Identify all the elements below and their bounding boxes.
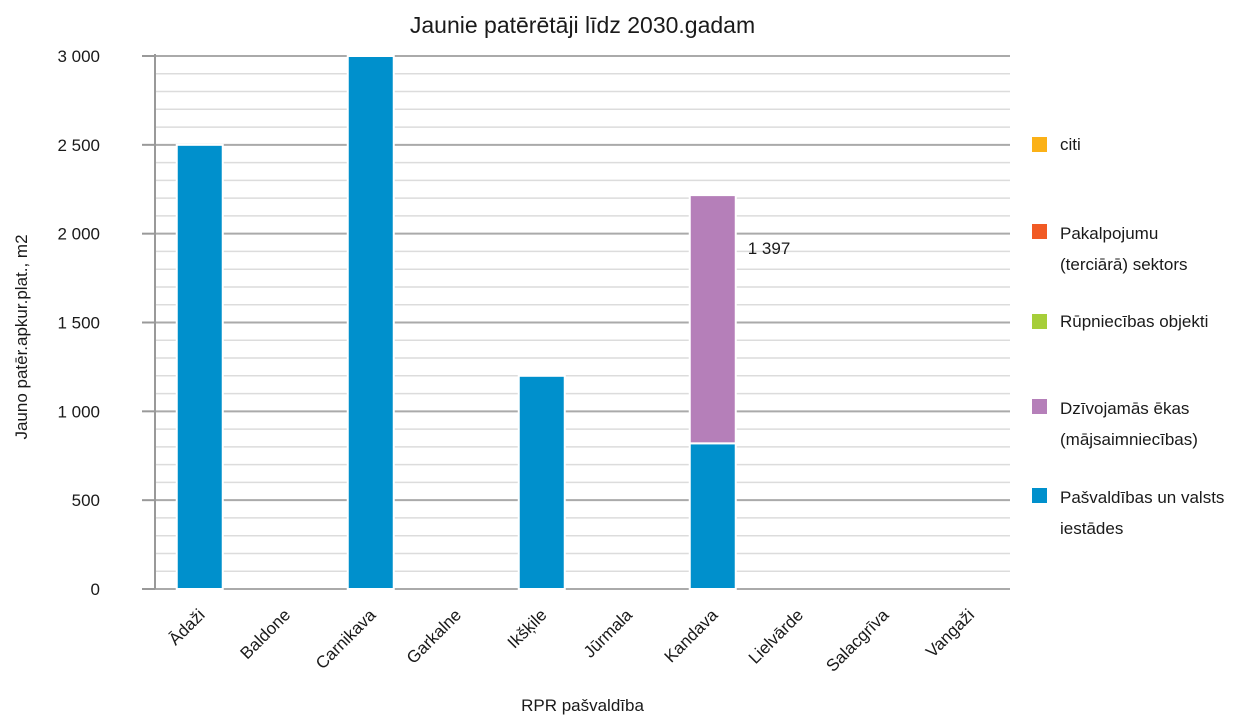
y-tick-label: 0 [91, 580, 100, 599]
legend-label-line: Pašvaldības un valsts [1060, 488, 1225, 507]
legend-label-line: Rūpniecības objekti [1060, 312, 1209, 331]
y-tick-label: 2 000 [57, 225, 100, 244]
x-tick-label: Baldone [237, 605, 295, 663]
legend-label: citi [1060, 129, 1250, 160]
bar [175, 143, 224, 590]
x-tick-label: Garkalne [403, 605, 465, 667]
bar [688, 442, 737, 590]
data-label: 1 397 [748, 239, 791, 258]
x-tick-label: Lielvārde [745, 605, 807, 667]
legend-label: Pakalpojumu (terciārā) sektors [1060, 218, 1250, 280]
legend-swatch [1032, 314, 1047, 329]
x-tick-label: Ādaži [165, 605, 209, 649]
legend-label-line: citi [1060, 135, 1081, 154]
y-tick-label: 1 500 [57, 314, 100, 333]
chart-title: Jaunie patērētāji līdz 2030.gadam [409, 12, 756, 38]
bar [346, 55, 395, 590]
y-tick-label: 500 [72, 491, 100, 510]
y-tick-label: 1 000 [57, 402, 100, 421]
legend-label-line: (terciārā) sektors [1060, 255, 1188, 274]
x-tick-label: Carnikava [312, 605, 380, 673]
legend-label-line: Dzīvojamās ēkas [1060, 399, 1190, 418]
y-tick-label: 3 000 [57, 47, 100, 66]
legend-swatch [1032, 137, 1047, 152]
bar [517, 374, 566, 590]
legend-swatch [1032, 488, 1047, 503]
x-tick-label: Kandava [661, 605, 722, 666]
bar [688, 194, 737, 445]
legend-label-line: Pakalpojumu [1060, 224, 1159, 243]
x-tick-label: Vangaži [922, 605, 978, 661]
x-axis-title: RPR pašvaldība [521, 696, 644, 715]
chart-plot: 0 500 1 000 1 500 2 000 2 500 3 000 1 397 Ādaži B… [57, 47, 1010, 676]
legend-label: Pašvaldības un valsts iestādes [1060, 482, 1250, 544]
legend: citi Pakalpojumu (terciārā) sektors Rūpn… [1030, 0, 1250, 716]
legend-label: Rūpniecības objekti [1060, 306, 1250, 337]
x-tick-label: Salacgrīva [822, 605, 893, 676]
legend-swatch [1032, 224, 1047, 239]
x-tick-label: Ikšķile [504, 605, 551, 652]
legend-label-line: (mājsaimniecības) [1060, 430, 1198, 449]
x-tick-label: Jūrmala [580, 605, 637, 662]
legend-swatch [1032, 399, 1047, 414]
legend-label-line: iestādes [1060, 519, 1124, 538]
y-tick-label: 2 500 [57, 136, 100, 155]
legend-label: Dzīvojamās ēkas (mājsaimniecības) [1060, 393, 1250, 455]
